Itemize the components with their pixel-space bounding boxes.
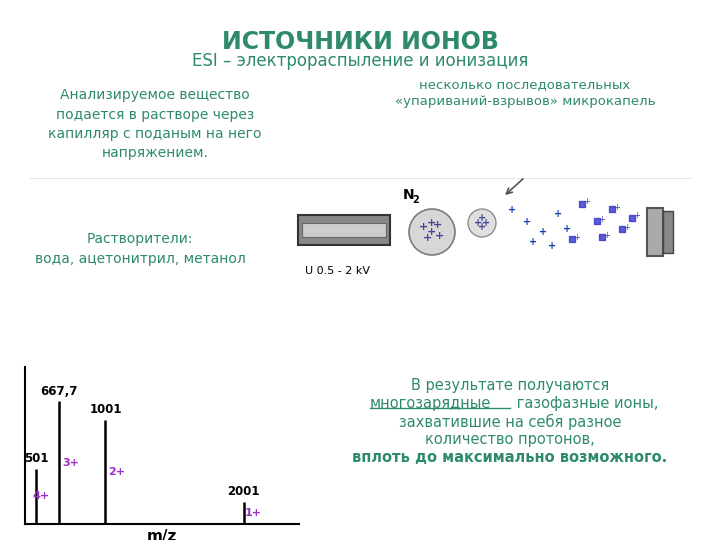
Text: +: +	[624, 222, 631, 232]
Bar	[298, 215, 390, 245]
Text: Анализируемое вещество
подается в растворе через
капилляр с поданым на него
напр: Анализируемое вещество подается в раство…	[48, 88, 262, 160]
Text: +: +	[478, 213, 486, 223]
Text: +: +	[474, 218, 482, 228]
Bar	[647, 208, 663, 256]
Text: +: +	[598, 214, 606, 224]
Text: 1001: 1001	[89, 403, 122, 416]
Text: захватившие на себя разное: захватившие на себя разное	[399, 414, 621, 430]
Text: +: +	[423, 233, 431, 243]
X-axis label: m/z: m/z	[147, 529, 177, 540]
Text: +: +	[433, 220, 443, 230]
Text: U 0.5 - 2 kV: U 0.5 - 2 kV	[305, 266, 370, 276]
Text: +: +	[529, 237, 537, 247]
Text: 2001: 2001	[228, 485, 260, 498]
Text: N: N	[403, 188, 415, 202]
Text: +: +	[436, 231, 445, 241]
Text: газофазные ионы,: газофазные ионы,	[512, 396, 658, 411]
Text: 3+: 3+	[62, 457, 78, 468]
Text: +: +	[428, 227, 436, 237]
Text: +: +	[508, 205, 516, 215]
Text: 2: 2	[412, 195, 419, 205]
Text: 667,7: 667,7	[41, 385, 78, 398]
Text: +: +	[613, 202, 621, 212]
Text: 501: 501	[24, 452, 49, 465]
Text: 4+: 4+	[32, 491, 50, 501]
Circle shape	[468, 209, 496, 237]
Text: +: +	[523, 217, 531, 227]
Text: +: +	[478, 222, 486, 232]
Text: несколько последовательных
«упариваний-взрывов» микрокапель: несколько последовательных «упариваний-в…	[395, 78, 655, 108]
Text: +: +	[548, 241, 556, 251]
Text: +: +	[428, 218, 436, 228]
Text: +: +	[539, 227, 547, 237]
Text: +: +	[603, 231, 611, 240]
Text: В результате получаются: В результате получаются	[411, 378, 609, 393]
Bar	[663, 211, 673, 253]
Text: +: +	[482, 218, 490, 228]
Text: +: +	[419, 222, 428, 232]
Text: 1+: 1+	[245, 508, 262, 518]
Bar	[302, 223, 386, 237]
Text: ИСТОЧНИКИ ИОНОВ: ИСТОЧНИКИ ИОНОВ	[222, 30, 498, 54]
Text: ESI – электрораспыление и ионизация: ESI – электрораспыление и ионизация	[192, 52, 528, 70]
Text: +: +	[634, 212, 640, 220]
Text: 2+: 2+	[108, 467, 125, 477]
Text: вплоть до максимально возможного.: вплоть до максимально возможного.	[352, 450, 667, 465]
Text: +: +	[574, 233, 580, 241]
Text: многозарядные: многозарядные	[370, 396, 491, 411]
Text: Растворители:
вода, ацетонитрил, метанол: Растворители: вода, ацетонитрил, метанол	[35, 232, 246, 266]
Text: +: +	[554, 209, 562, 219]
Text: количество протонов,: количество протонов,	[425, 432, 595, 447]
Text: +: +	[563, 224, 571, 234]
Text: +: +	[584, 198, 590, 206]
Circle shape	[409, 209, 455, 255]
